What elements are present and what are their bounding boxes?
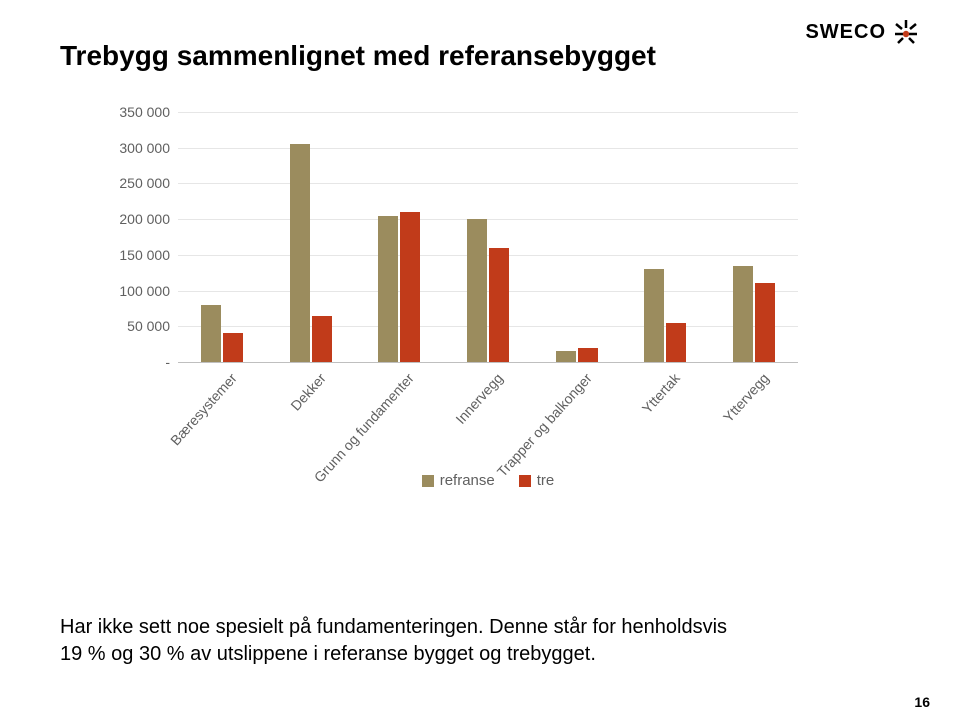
x-tick-label: Innervegg	[452, 370, 506, 427]
x-tick-label: Dekker	[287, 370, 329, 414]
legend-swatch	[519, 475, 531, 487]
x-tick-label: Yttervegg	[720, 370, 772, 425]
bar	[666, 323, 686, 362]
bar	[644, 269, 664, 362]
bar	[201, 305, 221, 362]
y-tick-label: 50 000	[127, 318, 170, 334]
bar-chart: - 50 000 100 000 150 000 200 000 250 000 300 0…	[100, 112, 820, 492]
legend: refranse tre	[178, 472, 798, 489]
caption-line-1: Har ikke sett noe spesielt på fundamente…	[60, 614, 727, 641]
logo: SWECO	[805, 18, 920, 46]
caption: Har ikke sett noe spesielt på fundamente…	[60, 614, 727, 668]
legend-label: refranse	[440, 472, 495, 489]
bar-group	[378, 212, 420, 362]
bar-group	[467, 219, 509, 362]
bar	[223, 333, 243, 362]
grid-line	[178, 148, 798, 149]
bar	[733, 266, 753, 362]
legend-swatch	[422, 475, 434, 487]
grid-line	[178, 183, 798, 184]
x-tick-label: Bæresystemer	[167, 370, 240, 448]
bar-group	[644, 269, 686, 362]
grid-line	[178, 112, 798, 113]
bar	[489, 248, 509, 362]
y-axis: -50 000100 000150 000200 000250 000300 0…	[100, 112, 178, 362]
logo-text: SWECO	[805, 21, 886, 44]
bar	[467, 219, 487, 362]
y-tick-label: 250 000	[119, 175, 170, 191]
y-tick-label: 300 000	[119, 140, 170, 156]
page-number: 16	[914, 694, 930, 710]
bar-group	[290, 144, 332, 362]
y-tick-label: 150 000	[119, 247, 170, 263]
legend-item: tre	[519, 472, 555, 489]
page-title: Trebygg sammenlignet med referansebygget	[60, 40, 900, 72]
bar-group	[556, 348, 598, 362]
bar	[290, 144, 310, 362]
bar	[378, 216, 398, 362]
bar	[556, 351, 576, 362]
bar-group	[201, 305, 243, 362]
bar	[312, 316, 332, 362]
plot-area	[178, 112, 798, 363]
bar	[578, 348, 598, 362]
legend-label: tre	[537, 472, 555, 489]
x-tick-label: Trapper og balkonger	[493, 370, 594, 480]
bar-group	[733, 266, 775, 362]
x-tick-label: Yttertak	[639, 370, 683, 417]
y-tick-label: 200 000	[119, 211, 170, 227]
legend-item: refranse	[422, 472, 495, 489]
y-tick-label: -	[165, 354, 170, 370]
caption-line-2: 19 % og 30 % av utslippene i referanse b…	[60, 641, 727, 668]
x-tick-label: Grunn og fundamenter	[311, 370, 417, 485]
bar	[400, 212, 420, 362]
y-tick-label: 350 000	[119, 104, 170, 120]
bar	[755, 283, 775, 362]
logo-icon	[892, 18, 920, 46]
y-tick-label: 100 000	[119, 283, 170, 299]
